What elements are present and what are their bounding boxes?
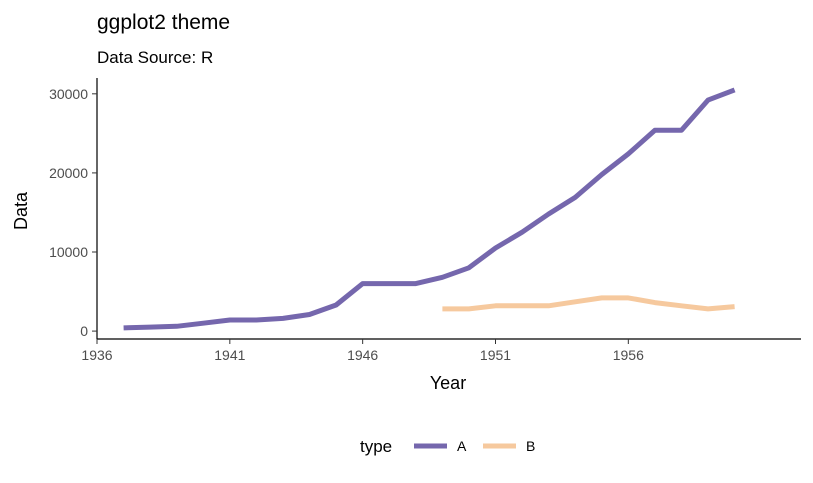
legend-label-b: B: [526, 438, 535, 454]
y-tick-label: 30000: [49, 86, 88, 102]
series-line-a: [123, 87, 736, 331]
chart-title: ggplot2 theme: [97, 11, 230, 34]
x-tick-label: 1936: [81, 347, 112, 363]
y-axis-ticks: 0 10000 20000 30000: [49, 86, 97, 339]
y-tick-label: 0: [80, 323, 88, 339]
y-tick-label: 10000: [49, 244, 88, 260]
x-axis-title: Year: [430, 373, 466, 393]
series-line-b: [442, 295, 735, 312]
legend-label-a: A: [457, 438, 467, 454]
y-tick-label: 20000: [49, 165, 88, 181]
x-tick-label: 1946: [347, 347, 378, 363]
legend-title: type: [360, 437, 392, 456]
y-axis-title: Data: [11, 191, 31, 230]
x-axis-ticks: 1936 1941 1946 1951 1956: [81, 339, 644, 363]
x-tick-label: 1956: [613, 347, 644, 363]
chart-subtitle: Data Source: R: [97, 48, 213, 67]
x-tick-label: 1951: [480, 347, 511, 363]
x-tick-label: 1941: [214, 347, 245, 363]
series-layer: [123, 87, 736, 331]
